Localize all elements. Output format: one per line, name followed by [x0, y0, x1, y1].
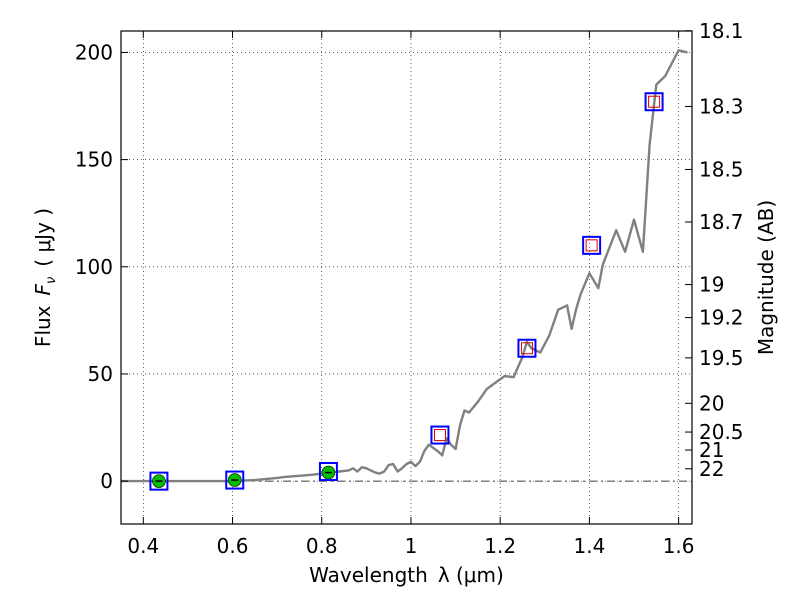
magnitude-tick-label: 19 — [699, 273, 724, 297]
magnitude-axis-label: Magnitude (AB) — [754, 200, 778, 355]
magnitude-tick-label: 18.1 — [699, 19, 744, 43]
y-tick-label: 150 — [75, 148, 113, 172]
model-photometry-nir-point — [520, 342, 533, 355]
x-tick-label: 0.6 — [217, 534, 249, 558]
y-tick-label: 50 — [88, 362, 113, 386]
magnitude-tick-label: 18.5 — [699, 157, 744, 181]
y-axis-label-text: Flux — [31, 305, 55, 347]
magnitude-tick-label: 18.3 — [699, 94, 744, 118]
model-photometry-point — [318, 461, 338, 481]
x-tick-label: 1.2 — [484, 534, 516, 558]
y-axis-label-subscript: ν — [44, 277, 59, 284]
x-tick-label: 1.4 — [573, 534, 605, 558]
model-photometry-point — [644, 92, 664, 112]
y-axis-label-symbol: F — [31, 283, 55, 295]
y-tick-label: 100 — [75, 255, 113, 279]
magnitude-tick-label: 20 — [699, 391, 724, 415]
model-photometry-point — [517, 338, 537, 358]
y-tick-label: 200 — [75, 40, 113, 64]
series-layer — [121, 49, 688, 491]
ticks-layer: 0.4 0.6 0.8 1 1.2 1.4 1.6 0 50 100 150 200 18.1 18.3 1… — [75, 19, 744, 558]
model-photometry-nir-point — [433, 429, 446, 442]
magnitude-tick-label: 22 — [699, 457, 724, 481]
x-axis-label-text: Wavelength — [309, 563, 428, 587]
model-photometry-point — [149, 471, 169, 491]
magnitude-tick-label: 19.5 — [699, 346, 744, 370]
magnitude-tick-label: 18.7 — [699, 210, 744, 234]
model-photometry-point — [582, 235, 602, 255]
model-spectrum-line — [121, 49, 688, 483]
x-axis-label-symbol: λ (μm) — [438, 563, 504, 587]
model-photometry-point — [430, 425, 450, 445]
x-axis-label: Wavelength λ (μm) — [309, 563, 504, 587]
magnitude-tick-label: 21 — [699, 438, 724, 462]
y-axis-label: Flux Fν ( μJy ) — [31, 208, 59, 347]
plot-frame — [120, 30, 693, 525]
x-tick-label: 1 — [405, 534, 418, 558]
model-photometry-nir-point — [585, 239, 598, 252]
grid-layer — [121, 31, 692, 524]
magnitude-tick-label: 19.2 — [699, 306, 744, 330]
x-tick-label: 0.4 — [127, 534, 159, 558]
y-tick-label: 0 — [100, 469, 113, 493]
model-photometry-nir-point — [648, 95, 661, 108]
x-tick-label: 1.6 — [663, 534, 695, 558]
magnitude-tick-label: 20.5 — [699, 420, 744, 444]
y-axis-label-unit: ( μJy ) — [31, 208, 55, 267]
model-photometry-point — [225, 470, 245, 490]
x-tick-label: 0.8 — [306, 534, 338, 558]
